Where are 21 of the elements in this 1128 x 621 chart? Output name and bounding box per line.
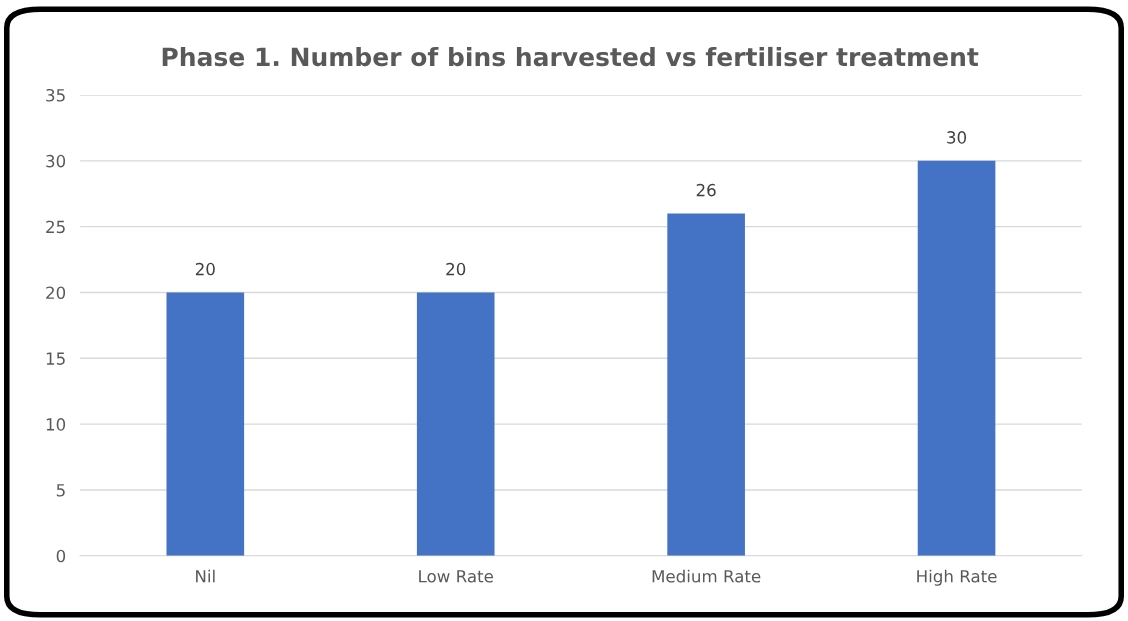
bar: [667, 213, 745, 556]
y-tick-label: 25: [46, 220, 65, 234]
x-tick-label: High Rate: [917, 569, 997, 586]
x-tick-label: Low Rate: [419, 570, 493, 583]
y-tick-label: 0: [56, 549, 66, 563]
data-label: 30: [947, 131, 967, 144]
data-label: 26: [696, 183, 716, 197]
bar: [166, 292, 245, 556]
y-tick-label: 35: [46, 88, 65, 102]
data-label: 20: [446, 262, 466, 276]
bar: [416, 292, 495, 556]
y-tick-label: 5: [56, 484, 65, 497]
bar: [917, 160, 996, 556]
y-tick-label: 20: [46, 286, 66, 300]
data-label: 20: [195, 262, 215, 276]
y-tick-label: 15: [46, 352, 65, 365]
chart-title: Phase 1. Number of bins harvested vs fertiliser treatment: [162, 46, 979, 67]
x-tick-label: Nil: [196, 569, 215, 583]
y-tick-label: 30: [46, 154, 66, 168]
y-tick-label: 10: [46, 418, 66, 431]
x-tick-label: Medium Rate: [652, 569, 761, 583]
